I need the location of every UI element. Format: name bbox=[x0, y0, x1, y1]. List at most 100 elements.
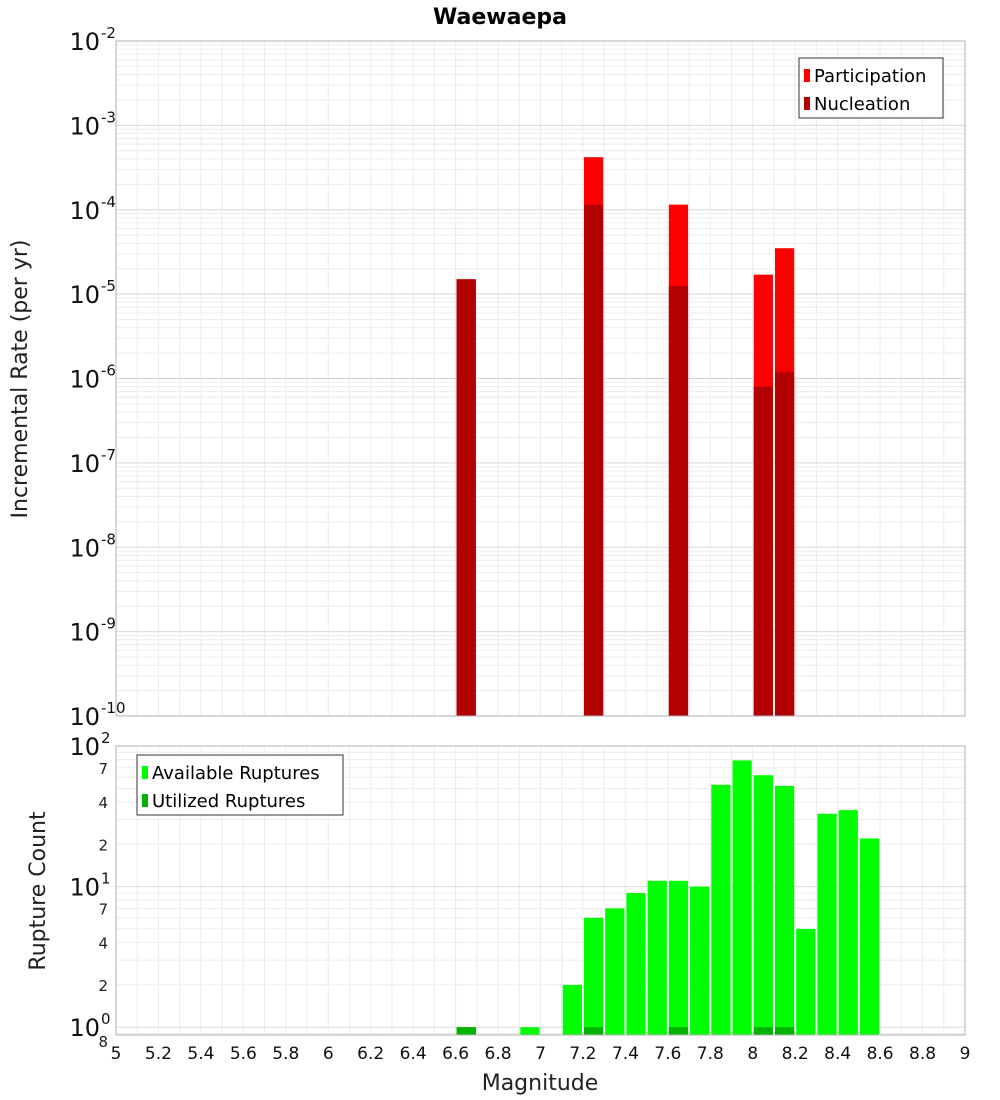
x-tick-label: 6.4 bbox=[400, 1044, 427, 1064]
nucleation-legend-label: Nucleation bbox=[814, 94, 910, 115]
participation-legend-label: Participation bbox=[814, 66, 926, 87]
y-tick-label: 10 bbox=[69, 112, 100, 140]
y-tick-exponent: -4 bbox=[101, 193, 116, 211]
y-tick-exponent: 2 bbox=[101, 729, 111, 747]
y-tick-label: 10 bbox=[69, 366, 100, 394]
y-minor-tick-label: 4 bbox=[98, 935, 108, 953]
y-tick-exponent: -8 bbox=[101, 530, 116, 548]
available-ruptures-legend-label: Available Ruptures bbox=[152, 763, 320, 784]
y-tick-label: 10 bbox=[69, 703, 100, 731]
x-tick-label: 8.8 bbox=[909, 1044, 936, 1064]
utilized-ruptures-bar bbox=[753, 1027, 773, 1035]
y-tick-exponent: -6 bbox=[101, 362, 116, 380]
participation-legend-swatch bbox=[804, 69, 810, 82]
legend-bottom: Available Ruptures Utilized Ruptures bbox=[136, 754, 344, 816]
y-axis-label-bottom: Rupture Count bbox=[26, 811, 51, 971]
x-tick-label: 5.2 bbox=[145, 1044, 172, 1064]
x-tick-label: 7.4 bbox=[612, 1044, 639, 1064]
x-tick-label: 9 bbox=[960, 1044, 971, 1064]
x-tick-label: 8.4 bbox=[824, 1044, 851, 1064]
available-ruptures-bar bbox=[647, 880, 667, 1035]
y-tick-label: 10 bbox=[69, 619, 100, 647]
y-tick-exponent: -7 bbox=[101, 446, 116, 464]
y-tick-exponent: 1 bbox=[101, 870, 111, 888]
utilized-ruptures-bar bbox=[668, 1027, 689, 1035]
utilized-ruptures-bar bbox=[583, 1027, 604, 1035]
available-ruptures-bar bbox=[796, 928, 816, 1035]
legend-box bbox=[136, 754, 344, 816]
grid-top bbox=[115, 41, 966, 717]
available-ruptures-legend-swatch bbox=[142, 766, 148, 779]
y-tick-label: 10 bbox=[69, 534, 100, 562]
y-axis-label-top: Incremental Rate (per yr) bbox=[8, 240, 33, 519]
nucleation-bar bbox=[583, 204, 604, 717]
nucleation-legend-swatch bbox=[804, 97, 810, 110]
y-minor-tick-label: 2 bbox=[98, 977, 108, 995]
x-tick-label: 5 bbox=[111, 1044, 122, 1064]
y-tick-label: 10 bbox=[69, 197, 100, 225]
available-ruptures-bar bbox=[711, 784, 731, 1035]
y-tick-exponent: -9 bbox=[101, 615, 116, 633]
x-tick-label: 7.8 bbox=[697, 1044, 724, 1064]
y-minor-tick-label: 7 bbox=[98, 760, 108, 778]
y-minor-tick-label: 8 bbox=[98, 1033, 108, 1051]
nucleation-bar bbox=[774, 371, 795, 716]
available-ruptures-bar bbox=[753, 775, 773, 1035]
x-tick-label: 7.2 bbox=[569, 1044, 596, 1064]
available-ruptures-bar bbox=[520, 1027, 540, 1035]
y-tick-label: 10 bbox=[69, 733, 100, 761]
y-minor-tick-label: 7 bbox=[98, 900, 108, 918]
legend-box bbox=[798, 57, 944, 119]
plot-frame-top bbox=[115, 40, 966, 717]
x-tick-label: 6.2 bbox=[357, 1044, 384, 1064]
x-tick-label: 5.4 bbox=[187, 1044, 214, 1064]
x-tick-label: 8.2 bbox=[782, 1044, 809, 1064]
x-tick-label: 5.8 bbox=[272, 1044, 299, 1064]
y-tick-exponent: -10 bbox=[101, 699, 126, 717]
y-tick-label: 10 bbox=[69, 281, 100, 309]
x-tick-label: 8 bbox=[747, 1044, 758, 1064]
utilized-ruptures-legend-swatch bbox=[142, 794, 148, 807]
nucleation-bar bbox=[456, 279, 476, 716]
available-ruptures-bar bbox=[605, 908, 625, 1035]
available-ruptures-bar bbox=[583, 917, 604, 1035]
nucleation-bar bbox=[668, 285, 689, 716]
x-tick-label: 7 bbox=[535, 1044, 546, 1064]
available-ruptures-bar bbox=[774, 785, 795, 1035]
y-minor-tick-label: 2 bbox=[98, 836, 108, 854]
x-tick-label: 8.6 bbox=[867, 1044, 894, 1064]
available-ruptures-bar bbox=[562, 984, 582, 1035]
nucleation-bar bbox=[753, 386, 773, 716]
bars-bottom bbox=[456, 760, 880, 1035]
utilized-ruptures-legend-label: Utilized Ruptures bbox=[152, 791, 305, 812]
available-ruptures-bar bbox=[732, 760, 752, 1035]
y-tick-label: 10 bbox=[69, 1014, 100, 1042]
available-ruptures-bar bbox=[838, 810, 858, 1035]
y-tick-exponent: -3 bbox=[101, 108, 116, 126]
available-ruptures-bar bbox=[690, 886, 710, 1035]
x-tick-label: 6.6 bbox=[442, 1044, 469, 1064]
x-axis-label: Magnitude bbox=[482, 1071, 599, 1096]
available-ruptures-bar bbox=[859, 838, 880, 1035]
legend-top: Participation Nucleation bbox=[798, 57, 944, 119]
y-tick-label: 10 bbox=[69, 28, 100, 56]
y-tick-label: 10 bbox=[69, 450, 100, 478]
x-tick-label: 6.8 bbox=[485, 1044, 512, 1064]
y-minor-tick-label: 4 bbox=[98, 794, 108, 812]
plot-frame-bottom bbox=[115, 745, 966, 1036]
y-tick-exponent: -5 bbox=[101, 277, 116, 295]
bars-top bbox=[456, 157, 795, 717]
utilized-ruptures-bar bbox=[774, 1027, 795, 1035]
utilized-ruptures-bar bbox=[456, 1027, 476, 1035]
available-ruptures-bar bbox=[626, 893, 646, 1035]
available-ruptures-bar bbox=[817, 813, 837, 1035]
available-ruptures-bar bbox=[668, 880, 689, 1035]
x-tick-label: 7.6 bbox=[654, 1044, 681, 1064]
chart-title: Waewaepa bbox=[433, 5, 567, 30]
y-tick-label: 10 bbox=[69, 874, 100, 902]
x-axis-ticks: 5 5.2 5.4 5.6 5.8 6 6.2 6.4 6.6 6.8 7 7.2 7.4 7.6 7.8 8… bbox=[111, 1044, 971, 1064]
